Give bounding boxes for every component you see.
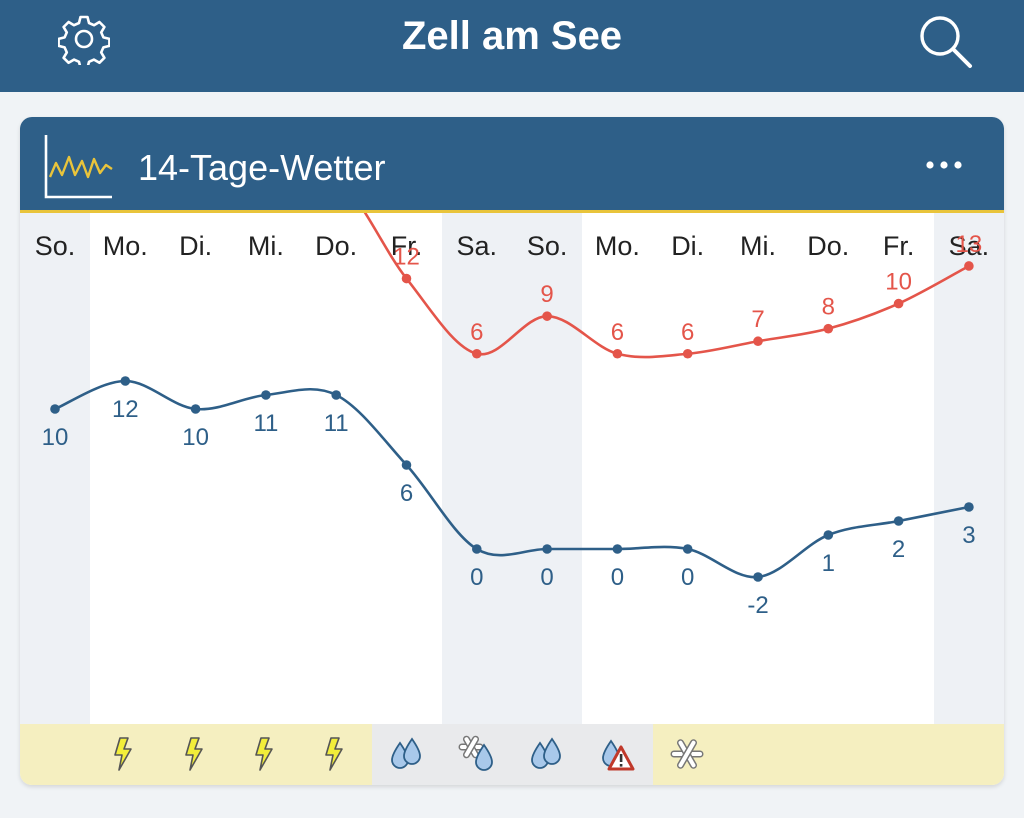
weekend-band xyxy=(442,213,582,725)
rain-warning-icon xyxy=(582,724,652,785)
max-temperature-point xyxy=(542,311,552,321)
min-temperature-label: 6 xyxy=(400,480,413,507)
card-title: 14-Tage-Wetter xyxy=(138,147,386,188)
thunderstorm-icon xyxy=(90,724,160,785)
min-temperature-point xyxy=(331,390,342,400)
min-temperature-point xyxy=(401,460,412,470)
gear-icon[interactable] xyxy=(58,13,110,65)
max-temperature-point xyxy=(612,348,623,359)
min-temperature-point xyxy=(753,572,763,582)
thunderstorm-icon xyxy=(161,724,231,785)
weekend-band xyxy=(934,213,1004,725)
day-label: Sa. xyxy=(949,231,990,261)
min-temperature-label: 0 xyxy=(540,564,553,591)
min-temperature-label: 10 xyxy=(42,424,69,451)
max-temperature-line xyxy=(363,213,970,359)
max-temperature-point xyxy=(964,261,974,271)
day-label: So. xyxy=(35,231,76,261)
min-temperature-line xyxy=(54,379,970,579)
card-header: 14-Tage-Wetter xyxy=(20,117,1004,213)
forecast-card: 14-Tage-Wetter So. Mo. Di. Mi. Do. Fr. Sa. So. M… xyxy=(20,117,1004,785)
max-temperature-label: 10 xyxy=(885,269,912,296)
max-temperature-label: 12 xyxy=(393,244,420,271)
day-label: Do. xyxy=(807,231,849,261)
thunderstorm-icon xyxy=(301,724,371,785)
min-temperature-point xyxy=(964,502,974,512)
max-temperature-label: 13 xyxy=(956,231,983,258)
min-temperature-point xyxy=(190,404,201,414)
max-temperature-point xyxy=(401,273,412,284)
min-temperature-point xyxy=(472,544,482,554)
thunderstorm-icon xyxy=(231,724,301,785)
sleet-icon xyxy=(442,724,512,785)
icon-row-band xyxy=(653,724,1004,785)
min-temperature-label: 11 xyxy=(253,410,278,437)
min-temperature-label: 11 xyxy=(324,410,349,437)
min-temperature-point xyxy=(120,376,131,386)
day-label: Mi. xyxy=(740,231,776,261)
min-temperature-point xyxy=(542,544,552,554)
min-temperature-point xyxy=(261,390,271,400)
min-temperature-point xyxy=(682,544,693,554)
min-temperature-point xyxy=(50,404,60,414)
min-temperature-label: 10 xyxy=(182,424,209,451)
min-temperature-label: 2 xyxy=(892,536,905,563)
day-label: Fr. xyxy=(391,231,423,261)
app-header: Zell am See xyxy=(0,0,1024,92)
min-temperature-label: 3 xyxy=(962,522,975,549)
search-icon[interactable] xyxy=(916,12,974,70)
day-label: Mo. xyxy=(595,231,640,261)
min-temperature-label: 0 xyxy=(470,564,483,591)
max-temperature-label: 6 xyxy=(611,319,624,346)
min-temperature-point xyxy=(823,530,834,540)
max-temperature-label: 6 xyxy=(681,319,694,346)
day-label: Di. xyxy=(671,231,704,261)
min-temperature-label: 0 xyxy=(681,564,694,591)
min-temperature-point xyxy=(893,516,904,526)
max-temperature-label: 7 xyxy=(751,306,764,333)
min-temperature-label: -2 xyxy=(747,592,768,619)
max-temperature-point xyxy=(753,336,763,347)
day-label: Mo. xyxy=(103,231,148,261)
day-label: Di. xyxy=(179,231,212,261)
min-temperature-label: 12 xyxy=(112,396,139,423)
min-temperature-label: 0 xyxy=(611,564,624,591)
day-label: Mi. xyxy=(248,231,284,261)
more-options-icon[interactable] xyxy=(922,153,966,177)
max-temperature-point xyxy=(472,348,482,359)
max-temperature-label: 6 xyxy=(470,319,483,346)
day-label: Do. xyxy=(315,231,357,261)
snow-icon xyxy=(653,724,723,785)
day-label: Fr. xyxy=(883,231,915,261)
max-temperature-point xyxy=(893,298,904,309)
rain-icon xyxy=(512,724,582,785)
min-temperature-label: 1 xyxy=(822,550,835,577)
day-label: So. xyxy=(527,231,568,261)
weather-icon-row xyxy=(20,724,1004,785)
page-title: Zell am See xyxy=(401,14,623,58)
max-temperature-label: 8 xyxy=(822,294,835,321)
day-label: Sa. xyxy=(457,231,498,261)
min-temperature-point xyxy=(612,544,623,554)
temperature-chart: So. Mo. Di. Mi. Do. Fr. Sa. So. Mo. Di. Mi. Do. Fr. S… xyxy=(20,213,1004,725)
max-temperature-point xyxy=(682,348,693,359)
max-temperature-label: 9 xyxy=(540,281,553,308)
line-chart-icon xyxy=(44,135,113,199)
weekend-band xyxy=(20,213,90,725)
rain-icon xyxy=(372,724,442,785)
max-temperature-point xyxy=(823,323,834,334)
